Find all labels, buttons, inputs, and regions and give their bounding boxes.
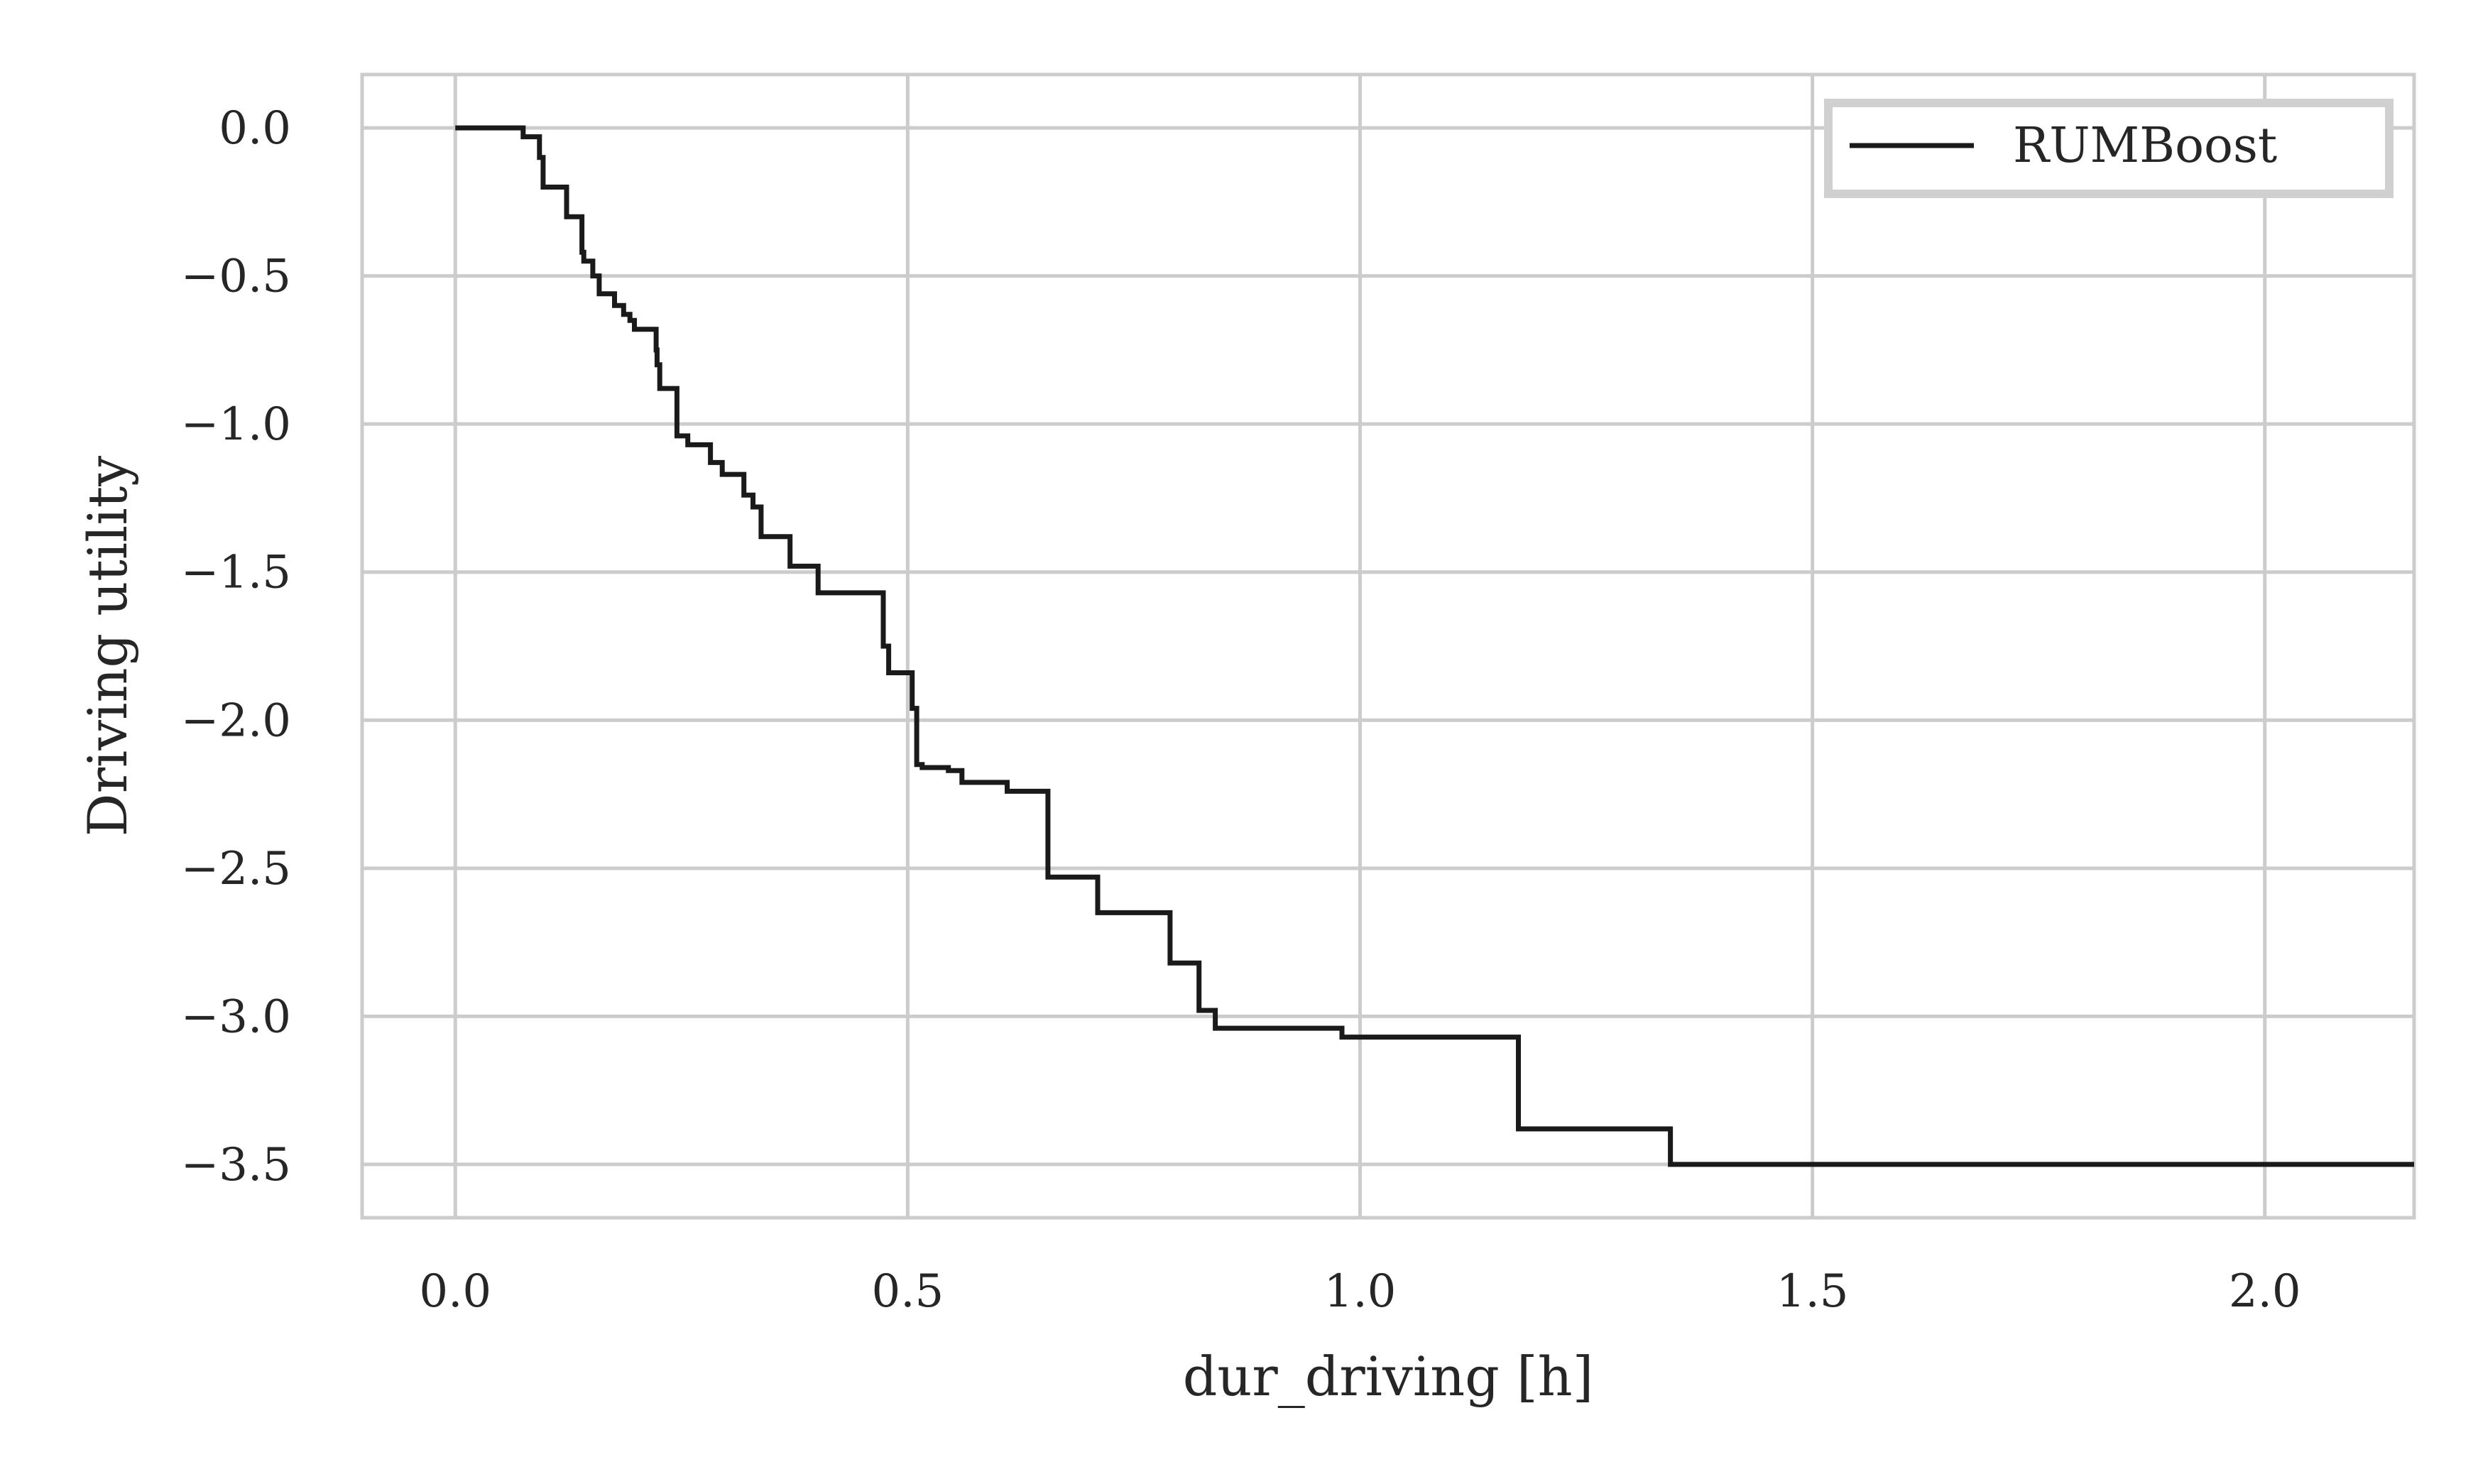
y-tick-label: −3.0: [181, 991, 291, 1043]
y-tick-label: −1.5: [181, 547, 291, 599]
y-tick-label: −2.0: [181, 694, 291, 747]
x-tick-labels: 0.0 0.5 1.0 1.5 2.0: [419, 1265, 2300, 1318]
series-line: [455, 125, 2414, 1167]
plot-frame: [360, 72, 2416, 1220]
legend-box: [1824, 99, 2394, 198]
x-grid: [453, 75, 2267, 1218]
y-tick-label: −2.5: [181, 843, 291, 895]
x-tick-label: 0.0: [419, 1265, 491, 1318]
y-grid: [362, 126, 2414, 1167]
x-tick-label: 1.5: [1776, 1265, 1849, 1318]
y-tick-labels: 0.0 −0.5 −1.0 −1.5 −2.0 −2.5 −3.0 −3.5: [181, 102, 291, 1191]
legend: RUMBoost: [1824, 99, 2394, 198]
y-tick-label: 0.0: [219, 102, 291, 155]
series-layer: [455, 125, 2414, 1167]
x-tick-label: 1.0: [1324, 1265, 1397, 1318]
x-tick-label: 2.0: [2229, 1265, 2301, 1318]
legend-label: RUMBoost: [2013, 118, 2277, 174]
y-axis-label: Driving utility: [76, 456, 139, 837]
y-tick-label: −0.5: [181, 251, 291, 303]
x-tick-label: 0.5: [871, 1265, 944, 1318]
y-tick-label: −3.5: [181, 1139, 291, 1191]
x-axis-label: dur_driving [h]: [1183, 1345, 1593, 1408]
y-tick-label: −1.0: [181, 398, 291, 451]
